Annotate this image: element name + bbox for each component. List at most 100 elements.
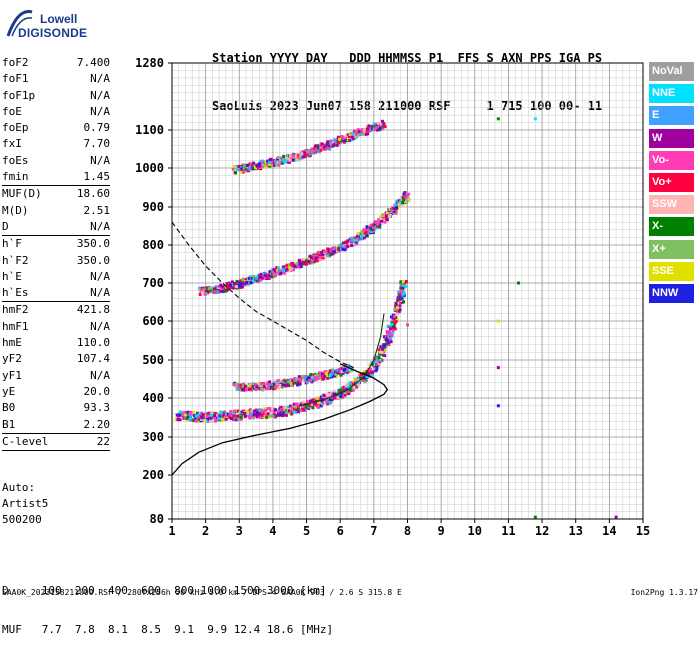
param-row-yf1: yF1 N/A	[2, 368, 110, 384]
echo-mark	[321, 401, 325, 405]
echo-mark	[329, 253, 333, 257]
echo-mark	[337, 141, 341, 145]
param-label: foEp	[2, 121, 29, 135]
echo-mark	[316, 256, 320, 260]
echo-mark	[272, 268, 276, 272]
echo-mark	[304, 149, 308, 153]
echo-mark	[260, 412, 264, 416]
echo-mark	[379, 216, 383, 220]
echo-mark	[237, 164, 241, 168]
echo-mark	[266, 159, 270, 163]
echo-mark	[274, 271, 278, 275]
echo-mark	[265, 277, 269, 281]
echo-mark	[283, 159, 287, 163]
echo-mark	[373, 365, 377, 369]
echo-mark	[235, 280, 239, 284]
echo-mark	[301, 152, 305, 156]
echo-mark	[335, 374, 339, 378]
echo-mark	[242, 412, 246, 416]
lowell-digisonde-logo: Lowell DIGISONDE	[4, 6, 87, 42]
echo-mark	[360, 128, 364, 132]
echo-mark	[208, 416, 212, 420]
param-row-fmin: fmin 1.45	[2, 169, 110, 185]
echo-mark	[327, 399, 331, 403]
echo-mark	[252, 274, 256, 278]
echo-mark	[295, 408, 299, 412]
echo-mark	[339, 394, 343, 398]
echo-mark	[275, 266, 279, 270]
echo-mark	[264, 159, 268, 163]
echo-mark	[304, 406, 308, 410]
echo-mark	[404, 195, 408, 199]
param-label: foF1	[2, 72, 29, 86]
param-value: N/A	[90, 368, 110, 382]
echo-mark	[331, 250, 335, 254]
echo-mark	[259, 384, 263, 388]
param-label: fmin	[2, 170, 29, 184]
echo-mark	[336, 396, 340, 400]
echo-mark	[326, 376, 330, 380]
echo-mark	[325, 402, 329, 406]
echo-mark	[230, 280, 234, 284]
echo-mark	[227, 281, 231, 285]
echo-mark	[257, 381, 261, 385]
echo-mark	[401, 286, 405, 290]
echo-mark	[309, 373, 313, 377]
echo-mark	[231, 417, 235, 421]
echo-mark	[311, 373, 315, 377]
echo-mark	[270, 268, 274, 272]
echo-mark	[377, 362, 381, 366]
echo-mark	[397, 202, 401, 206]
echo-mark	[258, 408, 262, 412]
echo-mark	[333, 370, 337, 374]
echo-mark	[375, 126, 379, 130]
echo-mark	[298, 378, 302, 382]
echo-mark	[387, 341, 391, 345]
echo-mark	[324, 255, 328, 259]
echo-mark	[329, 249, 333, 253]
echo-mark	[254, 383, 258, 387]
echo-mark	[315, 253, 319, 257]
echo-mark	[239, 170, 243, 174]
echo-mark	[299, 263, 303, 267]
echo-mark	[280, 408, 284, 412]
echo-mark	[275, 381, 279, 385]
x-tick-label: 8	[404, 524, 411, 538]
station-header: Station YYYY DAY DDD HHMMSS P1 FFS S AXN…	[212, 18, 602, 130]
echo-mark	[248, 166, 252, 170]
echo-mark	[259, 381, 263, 385]
echo-mark	[361, 132, 365, 136]
echo-mark	[253, 409, 257, 413]
echo-mark	[349, 131, 353, 135]
echo-mark	[263, 382, 267, 386]
echo-mark	[361, 229, 365, 233]
echo-mark	[260, 164, 264, 168]
param-row-fxi: fxI 7.70	[2, 136, 110, 152]
echo-mark	[308, 260, 312, 264]
echo-mark	[257, 279, 261, 283]
param-value: N/A	[90, 88, 110, 102]
echo-mark	[269, 411, 273, 415]
echo-mark	[244, 414, 248, 418]
echo-mark	[302, 261, 306, 265]
echo-mark	[361, 233, 365, 237]
echo-mark	[340, 370, 344, 374]
electron-density-profile-line	[171, 363, 389, 476]
echo-mark	[291, 262, 295, 266]
echo-mark	[272, 164, 276, 168]
echo-mark	[324, 144, 328, 148]
echo-mark	[356, 128, 360, 132]
echo-mark	[394, 320, 398, 324]
echo-mark	[277, 155, 281, 159]
echo-mark	[280, 156, 284, 160]
echo-mark	[386, 333, 390, 337]
echo-mark	[269, 414, 273, 418]
echo-mark	[272, 410, 276, 414]
echo-mark	[403, 191, 407, 195]
echo-mark	[354, 132, 358, 136]
echo-mark	[292, 402, 296, 406]
param-label: yF1	[2, 368, 22, 382]
echo-mark	[257, 383, 261, 387]
echo-mark	[398, 308, 402, 312]
echo-mark	[333, 389, 337, 393]
